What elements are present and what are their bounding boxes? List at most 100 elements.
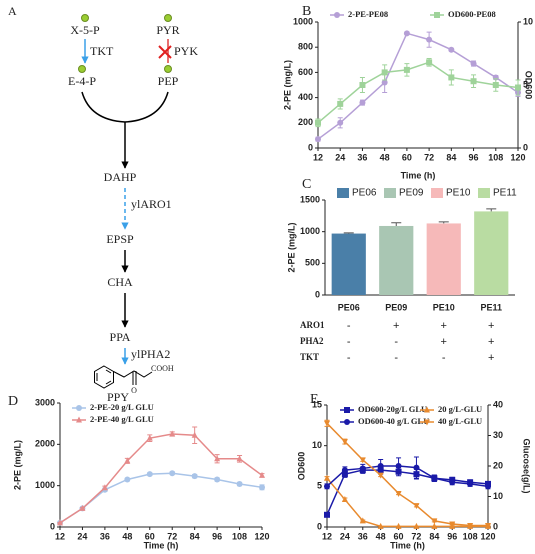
legend-label: OD600-40 g/L GLU	[358, 416, 429, 426]
marker	[448, 74, 455, 81]
enzyme: TKT	[90, 44, 114, 58]
table-cell: +	[488, 336, 494, 348]
marker	[395, 463, 402, 469]
panel-label: D	[8, 394, 18, 409]
marker	[470, 60, 477, 67]
y-axis-label: OD600	[296, 452, 306, 481]
x-tick-label: 24	[77, 531, 87, 541]
marker	[214, 476, 221, 483]
y-tick-label: 0	[308, 142, 313, 152]
x-axis-label: Time (h)	[401, 170, 436, 180]
marker	[259, 484, 265, 491]
marker	[57, 519, 63, 526]
legend-label: PE09	[399, 188, 424, 199]
series-line	[326, 465, 489, 488]
bar	[331, 233, 366, 295]
x-tick-label: 108	[488, 152, 503, 162]
marker	[124, 457, 131, 464]
table-row-label: TKT	[300, 352, 319, 362]
bar	[474, 211, 509, 295]
merge-curve	[81, 91, 169, 123]
x-tick-label: 48	[380, 152, 390, 162]
y-tick-label: 800	[298, 42, 313, 52]
y-axis-label: 2-PE (mg/L)	[282, 60, 292, 110]
legend-label: 40 g/L-GLU	[438, 416, 482, 426]
y-tick-label: 500	[305, 258, 320, 268]
marker	[191, 473, 198, 480]
marker	[324, 511, 330, 518]
y-tick-label: 1000	[300, 226, 320, 236]
y-tick-label: 2000	[35, 439, 55, 449]
panel-label: C	[302, 177, 311, 192]
marker	[359, 82, 366, 88]
marker	[191, 431, 198, 438]
marker	[426, 59, 433, 66]
legend-label: PE10	[446, 188, 471, 199]
table-cell: -	[394, 336, 398, 348]
x-tick-label: 60	[394, 531, 404, 541]
legend-label: 20 g/L-GLU	[438, 404, 482, 414]
marker	[236, 455, 243, 462]
table-cell: +	[488, 352, 494, 364]
x-tick-label: 12	[55, 531, 65, 541]
marker	[413, 503, 420, 510]
error-bar	[486, 208, 497, 212]
x-tick-label: PE06	[338, 302, 360, 312]
x-tick-label: 120	[510, 152, 525, 162]
node: DAHP	[104, 170, 137, 184]
node: X-5-P	[70, 23, 100, 37]
x-tick-label: 120	[480, 531, 495, 541]
marker	[359, 517, 366, 524]
marker	[431, 475, 438, 482]
legend-label: 2-PE-40 g/L GLU	[90, 414, 154, 424]
table-cell: -	[442, 352, 446, 364]
table-row-label: ARO1	[300, 320, 325, 330]
series-line	[317, 32, 519, 140]
y-tick-label: 3000	[35, 397, 55, 407]
y-tick-label: 15	[312, 399, 322, 409]
legend-label: 2-PE-20 g/L GLU	[90, 402, 154, 412]
series-line	[326, 469, 489, 516]
marker	[431, 522, 438, 529]
marker	[467, 522, 474, 529]
error-bar	[391, 222, 402, 226]
node: EPSP	[106, 232, 134, 246]
marker	[492, 82, 499, 88]
marker	[79, 504, 86, 511]
x-tick-label: 60	[145, 531, 155, 541]
y-tick-label: 400	[298, 92, 313, 102]
y-tick-label: 200	[298, 117, 313, 127]
table-cell: -	[347, 320, 351, 332]
marker	[403, 66, 410, 73]
table-cell: -	[347, 336, 351, 348]
y2-tick-label: 20	[493, 460, 503, 470]
marker	[341, 471, 348, 478]
marker	[315, 136, 321, 143]
x-tick-label: 96	[469, 152, 479, 162]
legend-swatch	[431, 188, 443, 198]
marker	[381, 69, 388, 76]
marker	[434, 12, 440, 18]
legend-label: OD600-PE08	[448, 9, 496, 19]
marker	[259, 471, 265, 478]
y2-tick-label: 40	[493, 399, 503, 409]
marker	[341, 439, 348, 446]
marker	[424, 406, 430, 413]
marker	[236, 481, 243, 488]
marker	[146, 471, 153, 478]
legend-label: PE06	[352, 188, 377, 199]
marker	[449, 479, 456, 486]
y-tick-label: 1500	[300, 194, 320, 204]
node: PPA	[110, 330, 131, 344]
ppy-structure	[94, 365, 153, 389]
marker	[337, 100, 344, 107]
legend-label: OD600-20g/L GLU	[358, 404, 427, 414]
marker	[485, 522, 491, 529]
y-tick-label: 0	[317, 521, 322, 531]
marker	[124, 476, 131, 483]
series-line	[326, 422, 488, 527]
table-cell: -	[394, 352, 398, 364]
x-tick-label: 96	[447, 531, 457, 541]
marker	[467, 480, 474, 487]
